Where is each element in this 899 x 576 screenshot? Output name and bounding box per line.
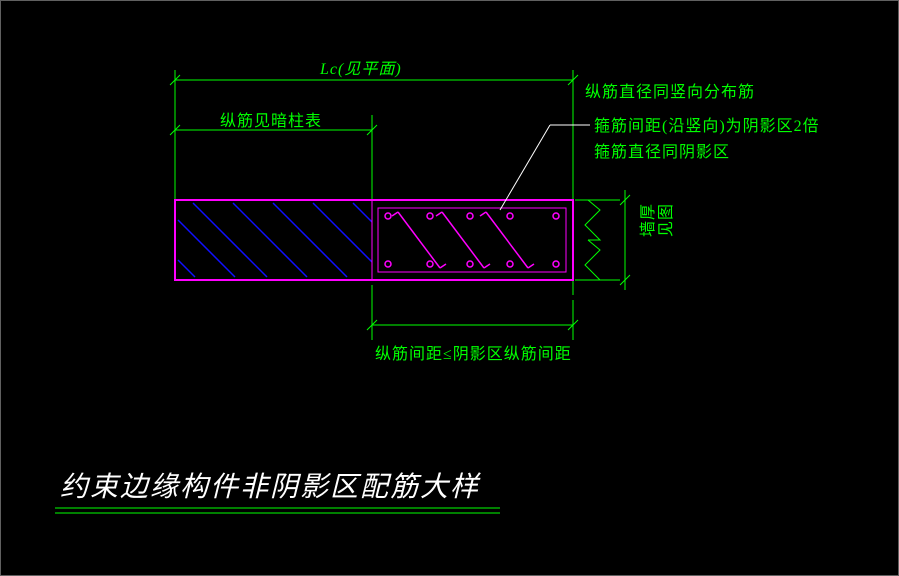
dim-bottom [367, 285, 578, 340]
label-top-dim: Lc(见平面) [320, 55, 402, 79]
label-right-dim: 墙厚 见图 [640, 180, 676, 260]
label-note1: 纵筋直径同竖向分布筋 [585, 78, 755, 102]
title-underline [55, 508, 500, 513]
label-note3: 箍筋直径同阴影区 [594, 138, 730, 162]
drawing-title: 约束边缘构件非阴影区配筋大样 [60, 465, 480, 505]
dim-right [575, 190, 630, 290]
section-rect [175, 200, 573, 280]
rebar-dots [385, 213, 559, 267]
drawing-canvas: Lc(见平面) 纵筋见暗柱表 纵筋直径同竖向分布筋 箍筋间距(沿竖向)为阴影区2… [0, 0, 899, 576]
note-leader [500, 125, 590, 210]
label-bottom-dim: 纵筋间距≤阴影区纵筋间距 [375, 340, 572, 364]
hatch-shaded-zone [178, 200, 372, 280]
dim-top [170, 70, 578, 295]
label-note2: 箍筋间距(沿竖向)为阴影区2倍 [594, 112, 820, 136]
stirrup-ties [392, 212, 534, 268]
label-inner-dim: 纵筋见暗柱表 [220, 107, 322, 131]
